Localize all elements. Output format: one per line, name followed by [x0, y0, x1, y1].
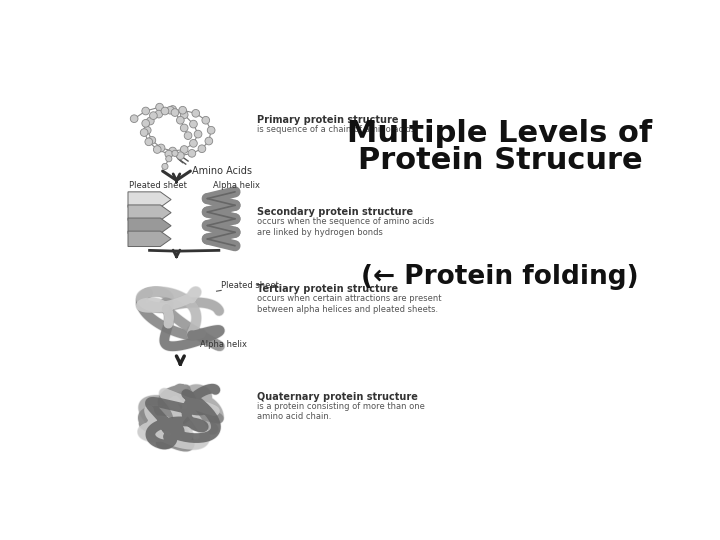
- Text: Pleated sheet: Pleated sheet: [129, 180, 186, 190]
- Circle shape: [142, 107, 150, 115]
- Text: Tertiary protein structure: Tertiary protein structure: [257, 284, 398, 294]
- Circle shape: [148, 137, 156, 144]
- Polygon shape: [128, 231, 171, 247]
- Circle shape: [172, 150, 178, 157]
- Circle shape: [176, 152, 184, 159]
- Circle shape: [189, 139, 197, 147]
- Circle shape: [156, 103, 163, 111]
- Text: Pleated sheet: Pleated sheet: [221, 281, 279, 289]
- Polygon shape: [128, 218, 171, 233]
- Circle shape: [176, 117, 184, 124]
- Circle shape: [157, 144, 165, 152]
- Circle shape: [194, 130, 202, 138]
- Circle shape: [161, 107, 168, 115]
- Circle shape: [198, 145, 206, 153]
- Circle shape: [165, 150, 173, 158]
- Circle shape: [140, 129, 148, 137]
- Circle shape: [171, 109, 179, 117]
- Circle shape: [130, 115, 138, 123]
- Polygon shape: [128, 205, 171, 220]
- Circle shape: [143, 126, 151, 134]
- Circle shape: [184, 132, 192, 139]
- Circle shape: [168, 106, 176, 113]
- Circle shape: [155, 110, 163, 118]
- Circle shape: [180, 111, 188, 119]
- Text: Quaternary protein structure: Quaternary protein structure: [257, 392, 418, 402]
- Circle shape: [162, 164, 168, 170]
- Circle shape: [202, 117, 210, 124]
- Circle shape: [150, 112, 157, 119]
- Circle shape: [146, 117, 154, 125]
- Text: Alpha helix: Alpha helix: [199, 340, 246, 349]
- Text: Amino Acids: Amino Acids: [192, 166, 252, 177]
- Circle shape: [168, 147, 176, 155]
- Circle shape: [166, 106, 174, 114]
- Circle shape: [205, 137, 212, 145]
- Text: is sequence of a chain of amino acids: is sequence of a chain of amino acids: [257, 125, 415, 134]
- Circle shape: [142, 119, 150, 127]
- Circle shape: [180, 124, 188, 132]
- Circle shape: [166, 156, 172, 162]
- Text: Multiple Levels of: Multiple Levels of: [347, 119, 652, 148]
- Circle shape: [179, 106, 186, 114]
- Text: Primary protein structure: Primary protein structure: [257, 115, 399, 125]
- Text: Alpha helix: Alpha helix: [213, 180, 261, 190]
- Circle shape: [153, 146, 161, 153]
- Text: Secondary protein structure: Secondary protein structure: [257, 207, 413, 217]
- Circle shape: [145, 138, 153, 146]
- Circle shape: [192, 110, 199, 117]
- Text: (← Protein folding): (← Protein folding): [361, 264, 639, 289]
- Text: occurs when the sequence of amino acids
are linked by hydrogen bonds: occurs when the sequence of amino acids …: [257, 217, 434, 237]
- Circle shape: [180, 146, 188, 153]
- Circle shape: [188, 150, 196, 157]
- Polygon shape: [128, 192, 171, 207]
- Text: occurs when certain attractions are present
between alpha helices and pleated sh: occurs when certain attractions are pres…: [257, 294, 442, 314]
- Text: is a protein consisting of more than one
amino acid chain.: is a protein consisting of more than one…: [257, 402, 426, 421]
- Circle shape: [189, 120, 197, 128]
- Text: Protein Strucure: Protein Strucure: [358, 146, 642, 174]
- Circle shape: [207, 126, 215, 134]
